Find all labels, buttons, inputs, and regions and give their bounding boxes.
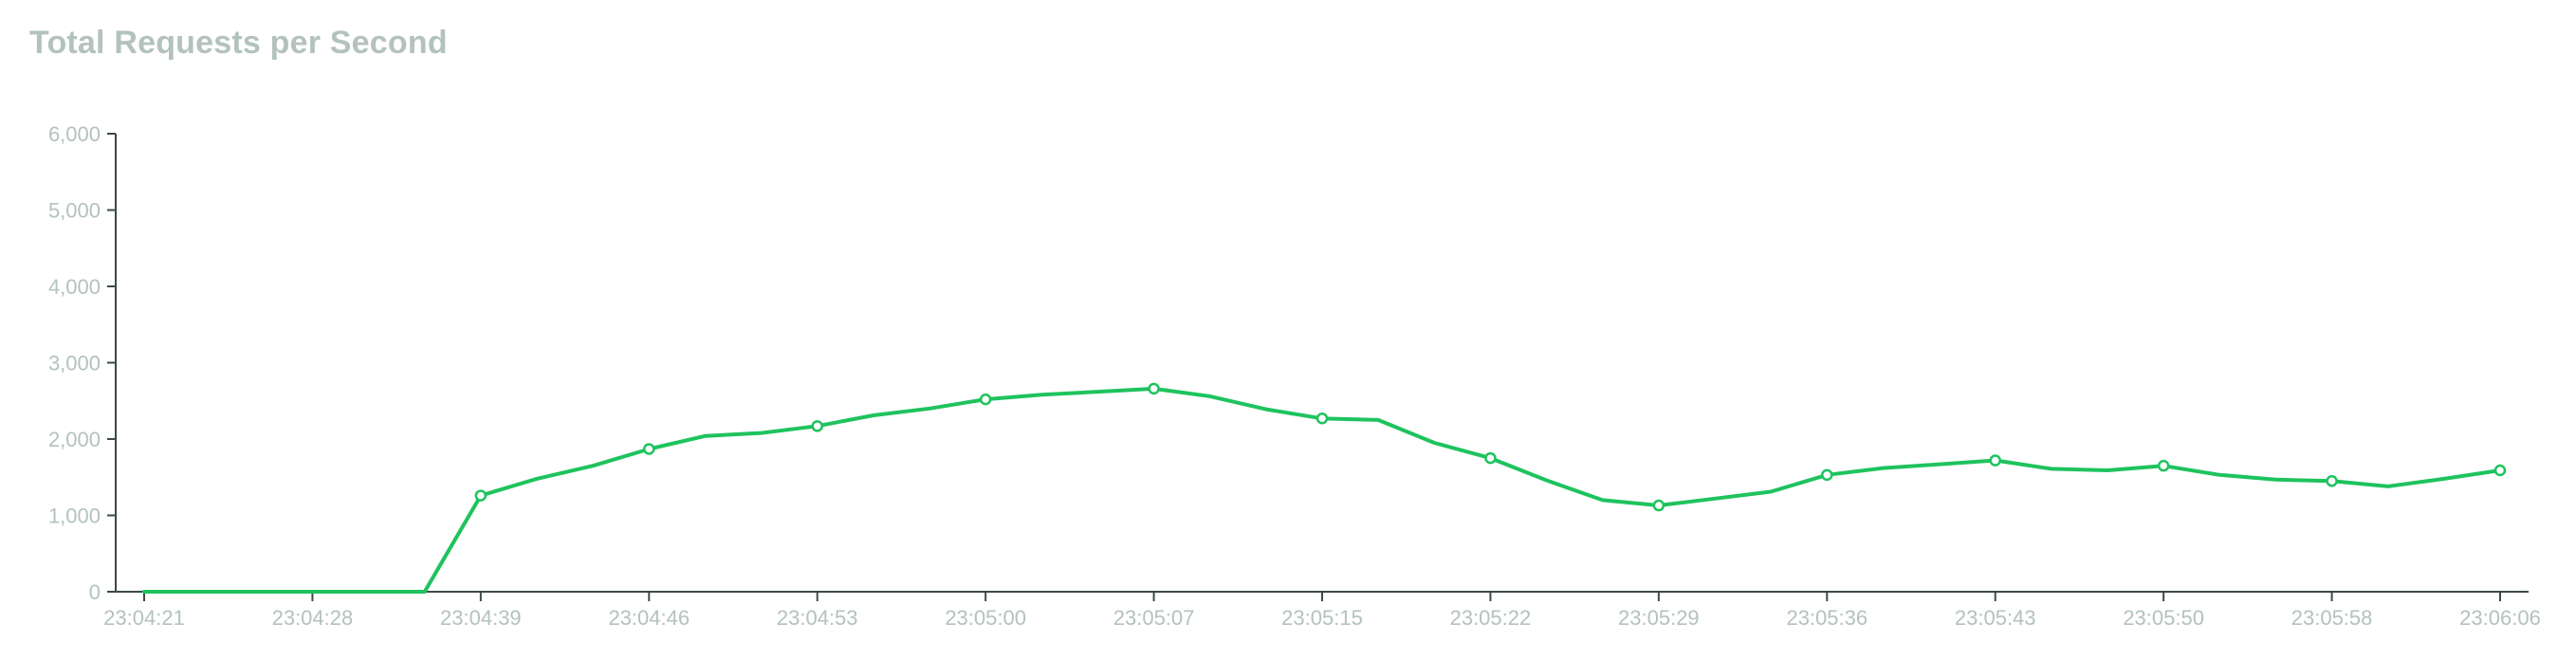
x-tick-label: 23:05:07 [1113, 606, 1195, 630]
x-tick-label: 23:05:36 [1786, 606, 1868, 630]
data-point [643, 443, 655, 455]
x-axis-ticks: 23:04:21 23:04:28 23:04:39 23:04:46 23:04:53… [103, 592, 2541, 630]
data-point [979, 393, 992, 406]
data-point [1652, 499, 1665, 512]
data-point [1821, 468, 1833, 482]
data-point [2157, 459, 2170, 472]
series-layer [142, 382, 2507, 594]
y-tick-label: 0 [89, 580, 101, 604]
data-point [2326, 475, 2338, 487]
data-point [1484, 451, 1497, 465]
y-tick-label: 4,000 [48, 275, 101, 299]
y-tick-label: 5,000 [48, 199, 101, 223]
data-point [1148, 382, 1160, 395]
data-point [474, 489, 488, 502]
x-tick-label: 23:04:39 [440, 606, 522, 630]
x-tick-label: 23:05:15 [1281, 606, 1363, 630]
x-tick-label: 23:04:28 [272, 606, 354, 630]
data-point [1989, 454, 2001, 467]
y-axis-ticks: 0 1,000 2,000 3,000 4,000 5,000 6,000 [48, 122, 116, 604]
x-tick-label: 23:04:46 [608, 606, 690, 630]
y-tick-label: 3,000 [48, 352, 101, 376]
x-tick-label: 23:04:53 [777, 606, 858, 630]
y-tick-label: 6,000 [48, 122, 101, 146]
x-tick-label: 23:05:22 [1450, 606, 1532, 630]
x-tick-label: 23:04:21 [103, 606, 185, 630]
y-tick-label: 2,000 [48, 428, 101, 451]
data-point [811, 420, 823, 432]
y-tick-label: 1,000 [48, 504, 101, 528]
x-tick-label: 23:06:06 [2459, 606, 2541, 630]
x-tick-label: 23:05:00 [945, 606, 1026, 630]
x-tick-label: 23:05:29 [1618, 606, 1700, 630]
data-point [1316, 412, 1329, 425]
x-tick-label: 23:05:43 [1955, 606, 2036, 630]
x-tick-label: 23:05:58 [2291, 606, 2373, 630]
data-point [2493, 464, 2507, 477]
chart-title: Total Requests per Second [29, 25, 448, 61]
x-tick-label: 23:05:50 [2123, 606, 2204, 630]
